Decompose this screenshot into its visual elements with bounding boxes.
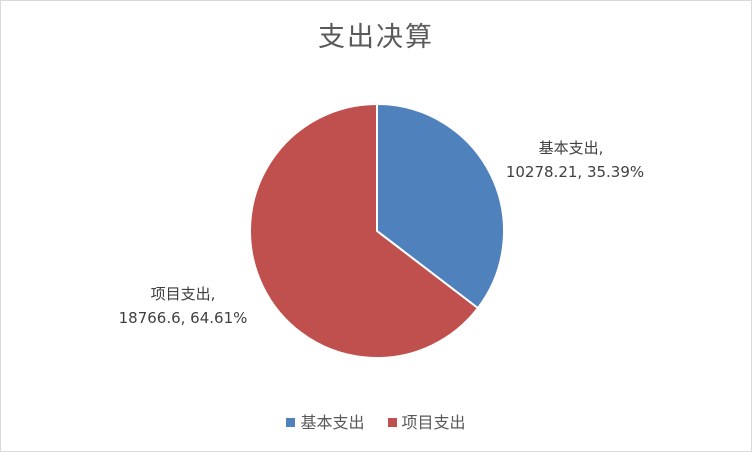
legend-label-basic: 基本支出 [300, 413, 365, 432]
slice-label-project-value: 18766.6, 64.61% [119, 309, 248, 327]
chart-title: 支出决算 [318, 22, 434, 53]
pie-slices [249, 102, 506, 359]
slice-label-project-name: 项目支出, [151, 285, 216, 303]
legend-swatch-project [387, 418, 397, 427]
slice-label-basic-name: 基本支出, [539, 139, 604, 157]
legend: 基本支出 项目支出 [1, 409, 751, 433]
slice-label-basic-value: 10278.21, 35.39% [506, 163, 644, 181]
legend-item-project: 项目支出 [387, 409, 466, 433]
legend-item-basic: 基本支出 [286, 409, 364, 433]
legend-swatch-basic [286, 418, 296, 427]
pie-slice-1 [249, 102, 480, 359]
pie-slice-0 [376, 102, 506, 310]
legend-label-project: 项目支出 [401, 413, 466, 432]
